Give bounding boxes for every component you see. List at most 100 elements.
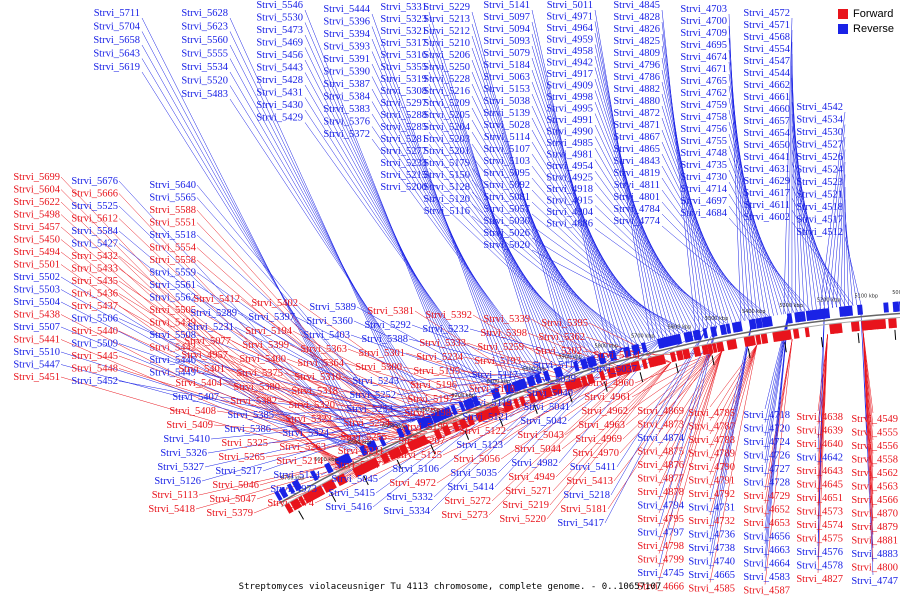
gene-label[interactable]: Strvi_5334 bbox=[383, 506, 430, 517]
gene-label[interactable]: Strvi_5184 bbox=[483, 60, 530, 71]
gene-label[interactable]: Strvi_5418 bbox=[148, 504, 195, 515]
gene-label[interactable]: Strvi_5228 bbox=[423, 74, 470, 85]
gene-label[interactable]: Strvi_4964 bbox=[546, 23, 593, 34]
gene-label[interactable]: Strvi_4998 bbox=[546, 92, 593, 103]
gene-label[interactable]: Strvi_5439 bbox=[149, 318, 196, 329]
gene-label[interactable]: Strvi_4756 bbox=[680, 124, 727, 135]
gene-label[interactable]: Strvi_5103 bbox=[483, 156, 530, 167]
gene-label[interactable]: Strvi_5259 bbox=[477, 342, 524, 353]
gene-label[interactable]: Strvi_5380 bbox=[233, 382, 280, 393]
gene-label[interactable]: Strvi_4827 bbox=[796, 574, 843, 585]
gene-label[interactable]: Strvi_4878 bbox=[637, 487, 684, 498]
gene-label[interactable]: Strvi_5628 bbox=[181, 8, 228, 19]
gene-label[interactable]: Strvi_5554 bbox=[149, 243, 196, 254]
gene-label[interactable]: Strvi_4748 bbox=[680, 148, 727, 159]
gene-label[interactable]: Strvi_4650 bbox=[743, 140, 790, 151]
gene-label[interactable]: Strvi_5375 bbox=[236, 368, 283, 379]
gene-label[interactable]: Strvi_5502 bbox=[13, 272, 60, 283]
gene-label[interactable]: Strvi_4671 bbox=[680, 64, 727, 75]
gene-label[interactable]: Strvi_5417 bbox=[557, 518, 604, 529]
gene-label[interactable]: Strvi_4904 bbox=[546, 207, 593, 218]
gene-label[interactable]: Strvi_4718 bbox=[743, 410, 790, 421]
gene-label[interactable]: Strvi_4652 bbox=[743, 505, 790, 516]
gene-label[interactable]: Strvi_4660 bbox=[743, 104, 790, 115]
gene-label[interactable]: Strvi_5331 bbox=[380, 2, 427, 13]
gene-label[interactable]: Strvi_5204 bbox=[423, 122, 470, 133]
gene-label[interactable]: Strvi_4724 bbox=[743, 437, 790, 448]
gene-label[interactable]: Strvi_4631 bbox=[743, 164, 790, 175]
gene-label[interactable]: Strvi_5317 bbox=[380, 38, 427, 49]
gene-label[interactable]: Strvi_5150 bbox=[423, 170, 470, 181]
gene-label[interactable]: Strvi_4971 bbox=[546, 12, 593, 23]
gene-label[interactable]: Strvi_5255 bbox=[340, 432, 387, 443]
gene-label[interactable]: Strvi_5381 bbox=[367, 306, 414, 317]
gene-label[interactable]: Strvi_4790 bbox=[688, 462, 735, 473]
gene-label[interactable]: Strvi_4645 bbox=[796, 480, 843, 491]
gene-label[interactable]: Strvi_5404 bbox=[175, 378, 222, 389]
gene-label[interactable]: Strvi_4877 bbox=[637, 474, 684, 485]
gene-label[interactable]: Strvi_4843 bbox=[613, 156, 660, 167]
gene-label[interactable]: Strvi_4573 bbox=[796, 507, 843, 518]
gene-label[interactable]: Strvi_5469 bbox=[256, 38, 303, 49]
gene-label[interactable]: Strvi_5518 bbox=[149, 230, 196, 241]
gene-label[interactable]: Strvi_4556 bbox=[851, 441, 898, 452]
gene-label[interactable]: Strvi_5388 bbox=[361, 334, 408, 345]
gene-label[interactable]: Strvi_5124 bbox=[273, 470, 320, 481]
gene-label[interactable]: Strvi_4991 bbox=[546, 115, 593, 126]
gene-label[interactable]: Strvi_5504 bbox=[13, 297, 60, 308]
gene-label[interactable]: Strvi_5449 bbox=[149, 368, 196, 379]
gene-label[interactable]: Strvi_4792 bbox=[688, 489, 735, 500]
gene-label[interactable]: Strvi_5120 bbox=[423, 194, 470, 205]
gene-label[interactable]: Strvi_5035 bbox=[450, 468, 497, 479]
gene-label[interactable]: Strvi_4985 bbox=[546, 138, 593, 149]
gene-label[interactable]: Strvi_4789 bbox=[688, 449, 735, 460]
gene-label[interactable]: Strvi_4871 bbox=[613, 120, 660, 131]
gene-label[interactable]: Strvi_4654 bbox=[743, 128, 790, 139]
gene-label[interactable]: Strvi_4876 bbox=[637, 460, 684, 471]
gene-label[interactable]: Strvi_4918 bbox=[546, 184, 593, 195]
gene-label[interactable]: Strvi_5056 bbox=[453, 454, 500, 465]
gene-label[interactable]: Strvi_4787 bbox=[688, 422, 735, 433]
gene-label[interactable]: Strvi_5383 bbox=[323, 104, 370, 115]
gene-label[interactable]: Strvi_5220 bbox=[499, 514, 546, 525]
gene-label[interactable]: Strvi_5209 bbox=[423, 98, 470, 109]
gene-label[interactable]: Strvi_5431 bbox=[256, 88, 303, 99]
gene-label[interactable]: Strvi_5028 bbox=[483, 120, 530, 131]
gene-label[interactable]: Strvi_5081 bbox=[483, 192, 530, 203]
gene-label[interactable]: Strvi_5115 bbox=[533, 360, 579, 371]
gene-label[interactable]: Strvi_5430 bbox=[256, 100, 303, 111]
gene-label[interactable]: Strvi_5451 bbox=[13, 372, 60, 383]
gene-label[interactable]: Strvi_4972 bbox=[389, 478, 436, 489]
gene-label[interactable]: Strvi_5153 bbox=[483, 84, 530, 95]
gene-label[interactable]: Strvi_5440 bbox=[71, 326, 118, 337]
gene-label[interactable]: Strvi_5043 bbox=[517, 430, 564, 441]
gene-label[interactable]: Strvi_4571 bbox=[743, 20, 790, 31]
gene-label[interactable]: Strvi_4697 bbox=[680, 196, 727, 207]
gene-label[interactable]: Strvi_5207 bbox=[398, 436, 445, 447]
gene-label[interactable]: Strvi_4970 bbox=[572, 448, 619, 459]
gene-label[interactable]: Strvi_4736 bbox=[688, 530, 735, 541]
gene-label[interactable]: Strvi_4845 bbox=[613, 0, 660, 11]
gene-label[interactable]: Strvi_4825 bbox=[613, 36, 660, 47]
gene-label[interactable]: Strvi_5505 bbox=[149, 305, 196, 316]
gene-label[interactable]: Strvi_5288 bbox=[380, 110, 427, 121]
gene-label[interactable]: Strvi_4981 bbox=[546, 150, 593, 161]
gene-label[interactable]: Strvi_5243 bbox=[352, 376, 399, 387]
gene-label[interactable]: Strvi_4585 bbox=[688, 584, 735, 595]
gene-label[interactable]: Strvi_4664 bbox=[743, 559, 790, 570]
gene-label[interactable]: Strvi_5546 bbox=[256, 0, 303, 11]
gene-label[interactable]: Strvi_4731 bbox=[688, 503, 735, 514]
gene-label[interactable]: Strvi_4879 bbox=[851, 522, 898, 533]
gene-label[interactable]: Strvi_4665 bbox=[688, 570, 735, 581]
gene-label[interactable]: Strvi_5530 bbox=[256, 13, 303, 24]
gene-label[interactable]: Strvi_5433 bbox=[71, 264, 118, 275]
gene-label[interactable]: Strvi_5154 bbox=[593, 350, 640, 361]
gene-label[interactable]: Strvi_5355 bbox=[380, 62, 427, 73]
gene-label[interactable]: Strvi_4962 bbox=[581, 406, 628, 417]
gene-label[interactable]: Strvi_4942 bbox=[546, 58, 593, 69]
gene-label[interactable]: Strvi_5396 bbox=[323, 17, 370, 28]
gene-label[interactable]: Strvi_4656 bbox=[743, 532, 790, 543]
gene-label[interactable]: Strvi_5322 bbox=[285, 414, 332, 425]
gene-label[interactable]: Strvi_5393 bbox=[323, 42, 370, 53]
gene-label[interactable]: Strvi_5525 bbox=[71, 201, 118, 212]
